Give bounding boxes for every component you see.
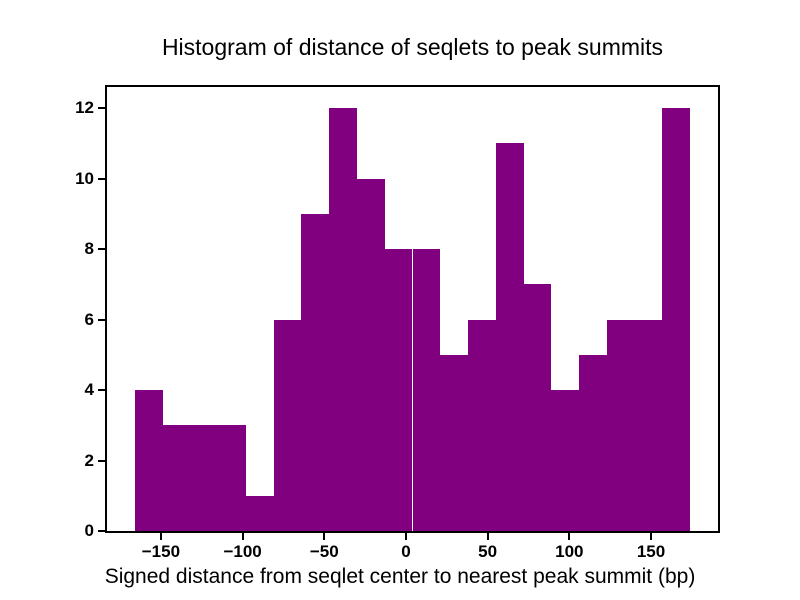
x-tick-label: −150 <box>141 542 181 561</box>
y-tick-mark <box>98 459 105 462</box>
y-tick-label: 12 <box>75 98 94 118</box>
histogram-bar <box>662 108 691 531</box>
plot-area: −150 −100 −50 0 50 100 150 0 2 4 6 8 10 12 <box>75 85 720 561</box>
x-tick-label: 0 <box>401 542 411 561</box>
histogram-bar <box>218 425 246 531</box>
histogram-bar <box>190 425 219 531</box>
histogram-bar <box>245 495 274 531</box>
x-tick-mark <box>404 533 407 540</box>
y-tick-label: 10 <box>75 168 94 188</box>
x-tick-mark <box>650 533 653 540</box>
y-tick-mark <box>98 389 105 392</box>
y-tick-mark <box>98 530 105 532</box>
histogram-bar <box>384 249 413 531</box>
y-tick-label: 6 <box>84 309 94 329</box>
chart-title: Histogram of distance of seqlets to peak… <box>161 34 664 60</box>
histogram-bar <box>134 390 163 531</box>
y-tick-label: 8 <box>84 239 94 259</box>
y-tick-label: 2 <box>84 450 94 470</box>
x-tick-mark <box>159 533 162 540</box>
histogram-bar <box>412 249 441 531</box>
histogram-bar <box>495 143 524 531</box>
histogram-bar <box>523 284 552 531</box>
x-tick-label: −50 <box>309 542 339 561</box>
histogram-bar <box>162 425 191 531</box>
x-tick-mark <box>323 533 326 540</box>
histogram-bar <box>606 319 635 531</box>
histogram-bar <box>356 178 385 531</box>
x-tick-label: 50 <box>478 542 498 561</box>
histogram-bar <box>579 354 607 531</box>
histogram-bar <box>301 213 330 531</box>
y-tick-mark <box>98 177 105 180</box>
x-tick-label: 150 <box>636 542 666 561</box>
histogram-bar <box>551 390 580 531</box>
histogram-bar <box>440 354 469 531</box>
x-tick-mark <box>241 533 244 540</box>
x-tick-label: −100 <box>223 542 262 561</box>
y-tick-mark <box>98 318 105 321</box>
x-axis-label: Signed distance from seqlet center to ne… <box>104 565 696 588</box>
histogram-bar <box>329 108 357 531</box>
y-tick-label: 0 <box>84 521 94 540</box>
histogram-bar <box>634 319 663 531</box>
y-tick-label: 4 <box>84 380 94 400</box>
x-tick-label: 100 <box>555 542 584 561</box>
x-tick-mark <box>568 533 571 540</box>
x-tick-mark <box>486 533 489 540</box>
histogram-bar <box>468 319 496 531</box>
y-tick-mark <box>98 107 105 110</box>
y-tick-mark <box>98 248 105 251</box>
histogram-bar <box>273 319 302 531</box>
